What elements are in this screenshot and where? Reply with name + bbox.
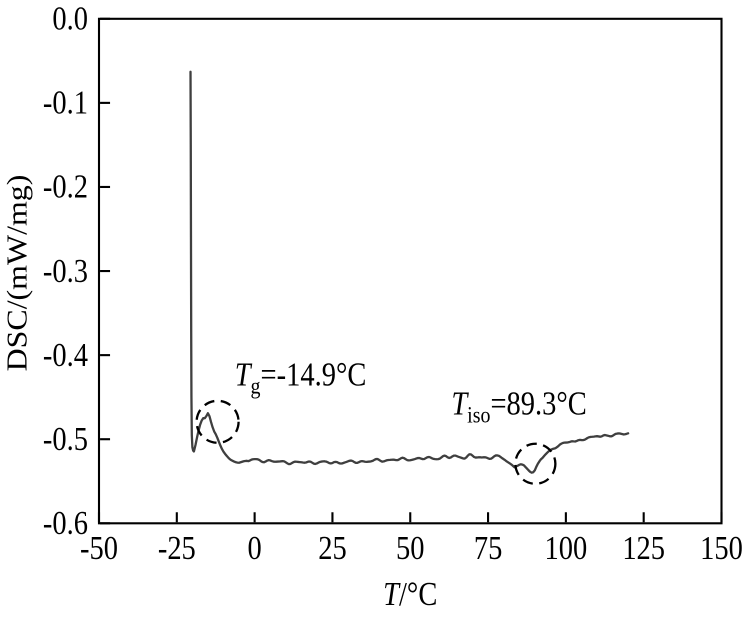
- tg-label: Tg=-14.9°C: [235, 355, 367, 398]
- x-tick-label: 100: [545, 529, 588, 567]
- y-tick-label: -0.1: [43, 83, 88, 121]
- tg-circle: [195, 399, 240, 444]
- x-tick-label: 125: [622, 529, 665, 567]
- tiso-circle: [514, 442, 557, 485]
- x-axis-title-symbol: T: [383, 575, 401, 613]
- y-tick-label: 0.0: [52, 0, 88, 37]
- y-tick-label: -0.4: [43, 336, 88, 374]
- tg-label-symbol: T: [235, 355, 253, 393]
- transition-markers: [195, 399, 557, 485]
- axis-frame: [97, 17, 723, 525]
- tg-label-subscript: g: [251, 373, 261, 399]
- tiso-label: Tiso=89.3°C: [451, 384, 586, 427]
- plot-frame: [97, 17, 723, 525]
- x-tick-label: -50: [80, 529, 118, 567]
- x-tick-label: 25: [318, 529, 346, 567]
- tiso-label-symbol: T: [451, 384, 469, 422]
- x-axis-ticks: [97, 512, 723, 523]
- x-tick-label: 50: [396, 529, 424, 567]
- x-axis-title-unit: /°C: [399, 575, 437, 613]
- y-tick-label: -0.3: [43, 252, 88, 290]
- x-tick-label: 150: [700, 529, 743, 567]
- dsc-curve-path: [189, 70, 630, 474]
- dsc-curve: [189, 70, 630, 474]
- tg-label-value: =-14.9°C: [261, 355, 367, 393]
- tiso-label-value: =89.3°C: [490, 384, 586, 422]
- y-axis-ticks: [100, 17, 111, 525]
- x-axis-tick-labels: -50 -25 0 25 50 75 100 125 150: [80, 529, 743, 567]
- y-tick-label: -0.2: [43, 167, 88, 205]
- x-tick-label: -25: [158, 529, 196, 567]
- x-tick-label: 75: [474, 529, 502, 567]
- y-axis-tick-labels: 0.0 -0.1 -0.2 -0.3 -0.4 -0.5 -0.6: [43, 0, 88, 542]
- y-axis-title: DSC/(mW/mg): [1, 175, 33, 372]
- x-tick-label: 0: [247, 529, 261, 567]
- tiso-label-subscript: iso: [467, 402, 490, 428]
- y-tick-label: -0.5: [43, 420, 88, 458]
- x-axis-title: T/°C: [383, 575, 437, 613]
- y-tick-label: -0.6: [43, 504, 88, 542]
